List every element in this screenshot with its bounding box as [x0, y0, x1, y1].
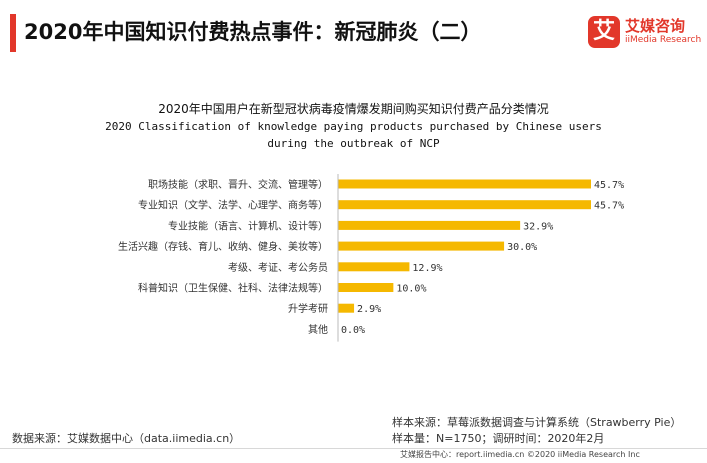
value-label: 2.9% — [357, 304, 381, 315]
category-label: 其他 — [308, 323, 328, 336]
data-source: 数据来源：艾媒数据中心（data.iimedia.cn） — [12, 432, 241, 445]
page-title: 2020年中国知识付费热点事件：新冠肺炎（二） — [24, 20, 482, 44]
value-label: 0.0% — [341, 325, 365, 336]
value-label: 45.7% — [594, 180, 624, 191]
category-label: 生活兴趣（存钱、育儿、收纳、健身、美妆等） — [118, 240, 328, 253]
logo-mark-icon: 艾 — [588, 16, 620, 48]
bar — [338, 179, 591, 189]
bar — [338, 220, 521, 230]
bar — [338, 303, 355, 313]
sample-source: 样本来源：草莓派数据调查与计算系统（Strawberry Pie） — [392, 416, 682, 429]
brand-logo: 艾 艾媒咨询 iiMedia Research — [588, 15, 702, 55]
category-label: 专业技能（语言、计算机、设计等） — [168, 219, 328, 232]
bar — [338, 262, 410, 272]
chart-title-cn: 2020年中国用户在新型冠状病毒疫情爆发期间购买知识付费产品分类情况 — [158, 102, 549, 116]
logo-name-cn: 艾媒咨询 — [625, 17, 686, 35]
category-label: 考级、考证、考公务员 — [228, 261, 328, 274]
report-center-text: 艾媒报告中心：report.iimedia.cn ©2020 iiMedia R… — [400, 450, 640, 459]
logo-name-en: iiMedia Research — [625, 35, 702, 45]
bottom-strip — [0, 448, 707, 463]
value-label: 10.0% — [396, 284, 426, 295]
value-label: 30.0% — [507, 242, 537, 253]
category-label: 科普知识（卫生保健、社科、法律法规等） — [138, 282, 328, 295]
sample-info: 样本量：N=1750；调研时间：2020年2月 — [392, 432, 605, 445]
bar — [338, 241, 505, 251]
chart-title-en-line1: 2020 Classification of knowledge paying … — [105, 120, 602, 133]
bar — [338, 200, 591, 210]
value-label: 45.7% — [594, 201, 624, 212]
title-accent-bar — [10, 14, 16, 52]
chart-title-en-line2: during the outbreak of NCP — [267, 137, 440, 150]
category-label: 升学考研 — [288, 302, 328, 315]
bars-group: 职场技能（求职、晋升、交流、管理等） 45.7% 专业知识（文学、法学、心理学、商务… — [118, 174, 624, 342]
value-label: 12.9% — [412, 263, 442, 274]
category-label: 专业知识（文学、法学、心理学、商务等） — [138, 199, 328, 212]
bar — [338, 283, 394, 292]
value-label: 32.9% — [523, 221, 553, 232]
category-label: 职场技能（求职、晋升、交流、管理等） — [148, 178, 328, 191]
